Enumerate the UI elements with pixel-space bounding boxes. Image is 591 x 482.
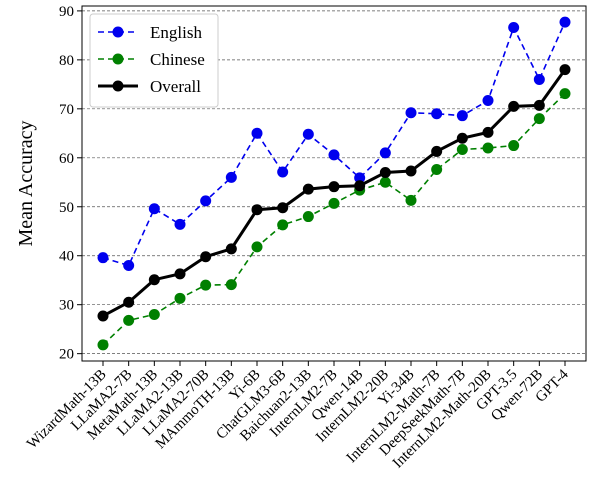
- y-tick-label: 40: [59, 249, 74, 265]
- point-overall: [354, 180, 366, 192]
- point-english: [508, 22, 520, 34]
- point-english: [379, 147, 391, 159]
- point-chinese: [559, 88, 571, 100]
- point-overall: [97, 310, 109, 322]
- point-chinese: [174, 292, 186, 304]
- legend-label-overall: Overall: [150, 77, 201, 96]
- point-overall: [379, 166, 391, 178]
- point-chinese: [533, 113, 545, 125]
- axes: 2030405060708090WizardMath-13BLLaMA2-7BM…: [24, 4, 572, 472]
- point-english: [123, 260, 135, 272]
- point-chinese: [277, 219, 289, 231]
- y-tick-label: 90: [59, 4, 74, 20]
- point-english: [456, 110, 468, 122]
- point-english: [251, 127, 263, 139]
- point-overall: [405, 165, 417, 177]
- y-tick-label: 30: [59, 298, 74, 314]
- point-english: [405, 107, 417, 119]
- point-chinese: [225, 279, 237, 291]
- legend-marker-english: [112, 26, 124, 38]
- point-english: [97, 252, 109, 264]
- point-overall: [431, 145, 443, 157]
- point-overall: [508, 100, 520, 112]
- y-tick-label: 20: [59, 347, 74, 363]
- legend-label-chinese: Chinese: [150, 50, 205, 69]
- point-chinese: [251, 241, 263, 253]
- point-english: [148, 203, 160, 215]
- point-english: [354, 172, 366, 184]
- point-english: [200, 195, 212, 207]
- point-chinese: [97, 339, 109, 351]
- point-overall: [148, 274, 160, 286]
- point-chinese: [123, 314, 135, 326]
- point-chinese: [431, 164, 443, 176]
- point-english: [328, 149, 340, 161]
- point-chinese: [148, 308, 160, 320]
- point-chinese: [482, 142, 494, 154]
- point-overall: [559, 64, 571, 76]
- point-overall: [533, 99, 545, 111]
- legend: English Chinese Overall: [89, 13, 219, 108]
- point-english: [482, 95, 494, 107]
- point-overall: [302, 183, 314, 195]
- point-overall: [328, 181, 340, 193]
- point-chinese: [328, 197, 340, 209]
- legend-marker-overall: [112, 80, 124, 92]
- point-english: [174, 218, 186, 230]
- point-chinese: [508, 140, 520, 152]
- point-english: [559, 16, 571, 28]
- point-overall: [277, 202, 289, 214]
- legend-marker-chinese: [112, 53, 124, 65]
- point-english: [302, 128, 314, 140]
- y-tick-label: 70: [59, 102, 74, 118]
- legend-label-english: English: [150, 23, 202, 42]
- point-chinese: [200, 279, 212, 291]
- point-chinese: [379, 176, 391, 188]
- point-chinese: [302, 211, 314, 223]
- point-english: [225, 171, 237, 183]
- point-english: [533, 73, 545, 85]
- point-english: [431, 108, 443, 120]
- y-axis-label: Mean Accuracy: [15, 120, 37, 246]
- point-chinese: [405, 194, 417, 206]
- point-chinese: [456, 143, 468, 155]
- point-english: [277, 166, 289, 178]
- point-overall: [456, 132, 468, 144]
- point-overall: [123, 296, 135, 308]
- point-overall: [482, 126, 494, 138]
- point-overall: [200, 251, 212, 263]
- y-tick-label: 60: [59, 151, 74, 167]
- point-overall: [174, 268, 186, 280]
- point-overall: [251, 204, 263, 216]
- point-overall: [225, 243, 237, 255]
- series-line-chinese: [102, 93, 566, 346]
- y-tick-label: 50: [59, 200, 74, 216]
- series-layer: [97, 16, 571, 351]
- y-tick-label: 80: [59, 53, 74, 69]
